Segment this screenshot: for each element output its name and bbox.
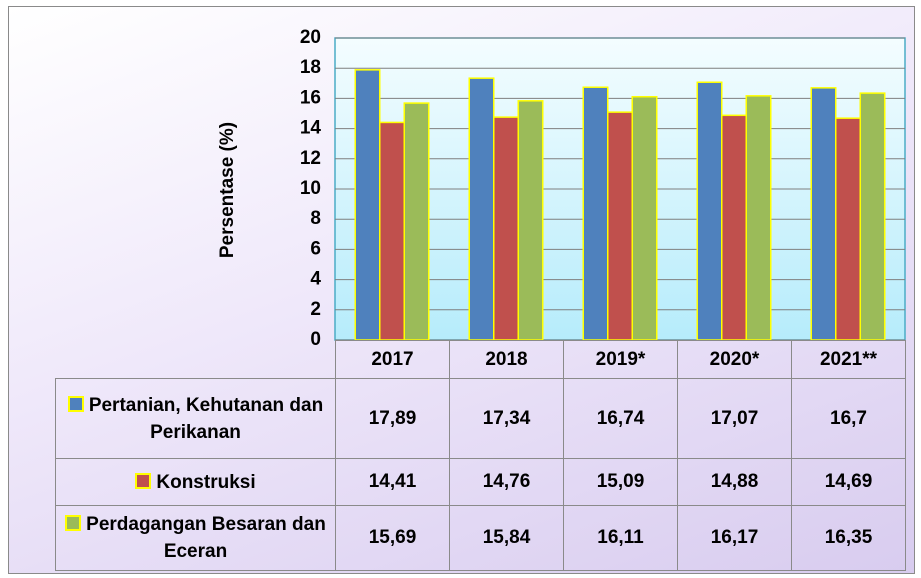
bar (859, 92, 886, 341)
value-label: 16,74 (563, 378, 678, 459)
bar (403, 102, 430, 341)
value-label: 14,76 (449, 458, 564, 506)
bar (493, 116, 519, 341)
legend-key (135, 472, 152, 489)
value-label: 16,7 (791, 378, 906, 459)
table-corner (56, 341, 336, 379)
y-tick-label: 2 (310, 299, 321, 320)
value-label: 14,69 (791, 458, 906, 506)
table-row: Konstruksi 14,41 14,76 15,09 14,88 14,69 (55, 458, 906, 506)
bar (835, 117, 861, 341)
value-label: 14,88 (677, 458, 792, 506)
table-row: Perdagangan Besaran dan Eceran 15,69 15,84… (55, 505, 906, 571)
legend-label: Perdagangan Besaran dan Eceran (86, 514, 326, 562)
y-tick-label: 18 (300, 57, 321, 78)
bar (721, 114, 747, 341)
y-tick-label: 20 (300, 27, 321, 48)
y-tick-label: 8 (310, 208, 321, 229)
x-tick-label: 2018 (449, 340, 564, 379)
x-tick-label: 2021** (791, 340, 906, 379)
bar (607, 111, 633, 341)
legend-entry: Konstruksi (55, 458, 336, 506)
value-label: 15,84 (449, 505, 564, 571)
x-tick-label: 2020* (677, 340, 792, 379)
table-header-row: 2017 2018 2019* 2020* 2021** (56, 340, 906, 379)
bar (631, 95, 658, 341)
legend-entry: Perdagangan Besaran dan Eceran (55, 505, 336, 571)
value-label: 16,17 (677, 505, 792, 571)
table-row: Pertanian, Kehutanan dan Perikanan 17,89 1… (55, 378, 906, 459)
bar (517, 100, 544, 341)
bar (354, 69, 381, 341)
y-tick-label: 16 (300, 87, 321, 108)
x-tick-label: 2019* (563, 340, 678, 379)
y-axis-title: Persentase (%) (217, 122, 238, 258)
bar (745, 95, 772, 341)
data-table: 2017 2018 2019* 2020* 2021** Pertanian, Kehut… (55, 340, 906, 571)
y-tick-label: 0 (310, 329, 321, 350)
bar (582, 86, 609, 341)
legend-entry: Pertanian, Kehutanan dan Perikanan (55, 378, 336, 459)
bar (468, 77, 495, 341)
y-tick-label: 10 (300, 178, 321, 199)
legend-label: Pertanian, Kehutanan dan Perikanan (88, 394, 324, 443)
y-tick-label: 6 (310, 238, 321, 259)
legend-key (67, 395, 84, 412)
value-label: 17,34 (449, 378, 564, 459)
value-label: 17,89 (335, 378, 450, 459)
bar (379, 121, 405, 341)
y-tick-label: 4 (310, 269, 321, 290)
value-label: 14,41 (335, 458, 450, 506)
bar (810, 87, 837, 341)
legend-key (65, 515, 82, 531)
y-tick-label: 12 (300, 148, 321, 169)
value-label: 16,11 (563, 505, 678, 571)
value-label: 17,07 (677, 378, 792, 459)
value-label: 15,69 (335, 505, 450, 571)
x-tick-label: 2017 (335, 340, 450, 379)
value-label: 15,09 (563, 458, 678, 506)
legend-label: Konstruksi (156, 471, 256, 493)
y-tick-label: 14 (300, 118, 322, 139)
bar (696, 81, 723, 341)
value-label: 16,35 (791, 505, 906, 571)
